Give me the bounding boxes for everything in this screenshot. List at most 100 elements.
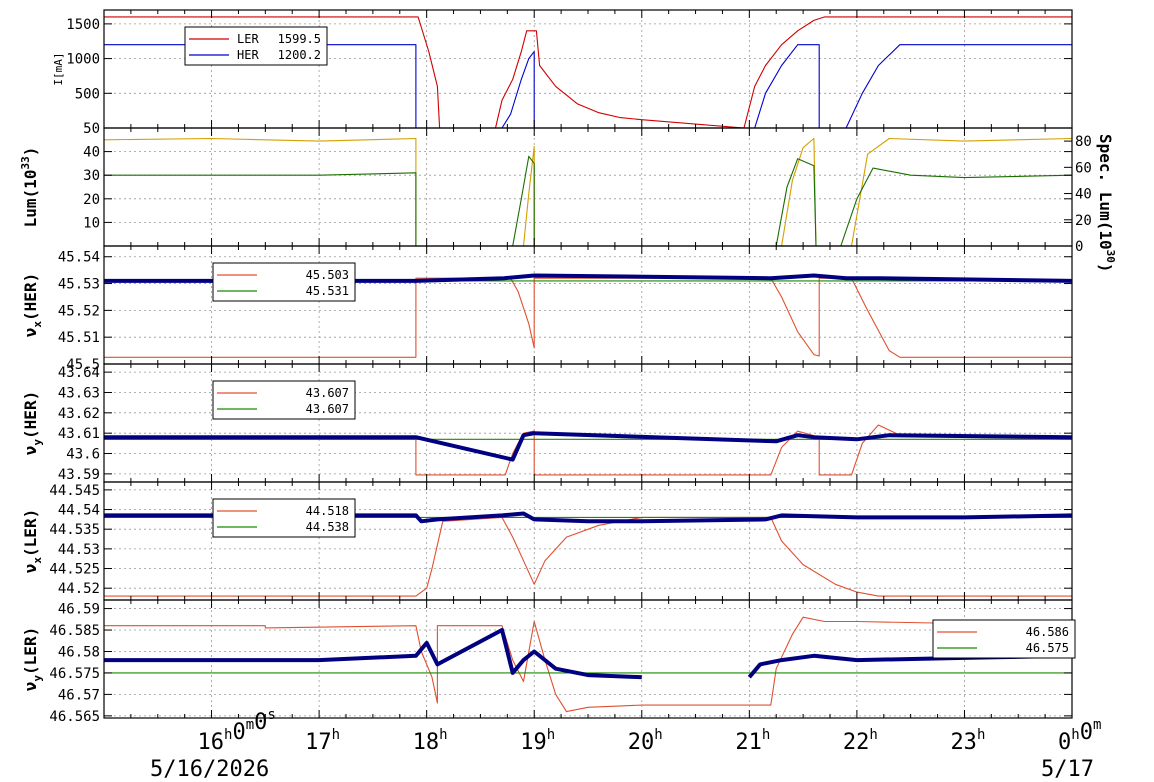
y-tick-label: 44.53 <box>58 542 100 558</box>
y-tick-label: 43.59 <box>58 467 100 483</box>
y-tick-label: 1500 <box>66 17 100 33</box>
legend-box <box>212 498 356 538</box>
y-tick-label: 44.525 <box>49 562 100 578</box>
series-set <box>104 616 1072 713</box>
legend-value: 44.538 <box>306 520 349 534</box>
series-set <box>104 424 1072 476</box>
panel-lum: 10 20 30 40 50 0 20 40 60 80 Lum(1033) Spec. Lum(10… <box>19 121 1117 272</box>
y-axis-label: νx(HER) <box>21 273 44 337</box>
legend-name: LER <box>237 32 259 46</box>
y-tick-label: 45.53 <box>58 277 100 293</box>
legend-value: 1200.2 <box>278 48 321 62</box>
legend: 46.586 46.575 <box>932 619 1076 659</box>
x-tick-label: 19h <box>520 727 555 755</box>
panel-nux_ler: 44.52 44.525 44.53 44.535 44.54 44.545 νx(LER)… <box>21 481 1073 601</box>
y2-tick-label: 0 <box>1075 239 1083 255</box>
panel-current: 500 1000 1500 I[mA] LER 1599.5 HER 1200.2 <box>52 9 1073 129</box>
legend: 44.518 44.538 <box>212 498 356 538</box>
x-tick-label: 18h <box>413 727 448 755</box>
series-group <box>104 137 1072 246</box>
legend-value: 46.575 <box>1026 641 1069 655</box>
y-tick-label: 43.64 <box>58 365 100 381</box>
series-measured <box>104 273 1072 283</box>
series-ler <box>104 16 1072 128</box>
x-tick-label: 16h0m0s <box>198 707 276 755</box>
y-tick-label: 20 <box>83 192 100 208</box>
x-tick-label: 0h0m <box>1058 717 1101 755</box>
legend-box <box>932 619 1076 659</box>
series-set <box>104 516 1072 597</box>
series-group <box>104 424 1072 476</box>
y2-axis-label: Spec. Lum(1030) <box>1096 134 1117 272</box>
y-tick-label: 44.545 <box>49 483 100 499</box>
y2-tick-label: 20 <box>1075 213 1092 229</box>
y-tick-label: 50 <box>83 121 100 137</box>
y-axis-label: νx(LER) <box>21 509 44 573</box>
date-end-label: 5/17 <box>1041 757 1094 782</box>
legend-box <box>184 26 328 66</box>
y-tick-label: 500 <box>75 86 100 102</box>
y-axis-label: νy(LER) <box>21 627 44 691</box>
x-tick-label: 21h <box>735 727 770 755</box>
legend-name: HER <box>237 48 259 62</box>
legend-box <box>212 380 356 420</box>
y-tick-label: 45.51 <box>58 330 100 346</box>
y2-tick-label: 80 <box>1075 134 1092 150</box>
x-tick-label: 17h <box>305 727 340 755</box>
y-tick-label: 45.54 <box>58 250 100 266</box>
x-tick-label: 23h <box>950 727 985 755</box>
y-tick-label: 44.535 <box>49 522 100 538</box>
y-tick-label: 45.52 <box>58 303 100 319</box>
y-tick-label: 43.61 <box>58 426 100 442</box>
y-tick-label: 44.52 <box>58 581 100 597</box>
legend: LER 1599.5 HER 1200.2 <box>184 26 328 66</box>
x-tick-label: 22h <box>843 727 878 755</box>
x-tick-label: 20h <box>628 727 663 755</box>
series-measured <box>104 628 642 680</box>
y-tick-label: 46.57 <box>58 687 100 703</box>
y-axis-label: Lum(1033) <box>19 147 40 228</box>
y-tick-label: 46.585 <box>49 623 100 639</box>
y-axis-label: νy(HER) <box>21 391 44 455</box>
y-tick-label: 40 <box>83 145 100 161</box>
y-tick-label: 46.565 <box>49 709 100 725</box>
legend: 43.607 43.607 <box>212 380 356 420</box>
series-her <box>104 44 1072 128</box>
series-lum <box>104 155 1072 246</box>
y-tick-label: 46.575 <box>49 666 100 682</box>
y-tick-label: 46.58 <box>58 644 100 660</box>
legend-value: 44.518 <box>306 504 349 518</box>
y-tick-label: 45.5 <box>66 357 100 373</box>
y-tick-label: 30 <box>83 168 100 184</box>
y-tick-label: 44.54 <box>58 503 100 519</box>
legend-value: 1599.5 <box>278 32 321 46</box>
date-start-label: 5/16/2026 <box>150 757 269 782</box>
y-tick-label: 1000 <box>66 52 100 68</box>
legend-value: 46.586 <box>1026 625 1069 639</box>
y2-tick-label: 60 <box>1075 160 1092 176</box>
series-group <box>104 16 1072 128</box>
panel-nuy_ler: 46.565 46.57 46.575 46.58 46.585 46.59 νy(LER)… <box>21 599 1076 725</box>
x-axis-labels: 16h0m0s 17h 18h 19h 20h 21h 22h 23h 0h0m 5/16/202… <box>150 707 1101 782</box>
legend-value: 43.607 <box>306 386 349 400</box>
legend-value: 43.607 <box>306 402 349 416</box>
y-tick-label: 10 <box>83 215 100 231</box>
y-tick-label: 46.59 <box>58 602 100 618</box>
y-axis-label: I[mA] <box>52 52 65 85</box>
panel-nuy_her: 43.59 43.6 43.61 43.62 43.63 43.64 νy(HER) 43.6… <box>21 363 1073 483</box>
series-measured <box>104 511 1072 524</box>
y-tick-label: 43.6 <box>66 447 100 463</box>
series-measured <box>104 431 1072 462</box>
legend-value: 45.531 <box>306 284 349 298</box>
legend: 45.503 45.531 <box>212 262 356 302</box>
legend-box <box>212 262 356 302</box>
series-spec-lum <box>104 137 1072 246</box>
series-group <box>104 616 1072 713</box>
y2-tick-label: 40 <box>1075 187 1092 203</box>
legend-value: 45.503 <box>306 268 349 282</box>
y-tick-label: 43.63 <box>58 385 100 401</box>
y-tick-label: 43.62 <box>58 406 100 422</box>
